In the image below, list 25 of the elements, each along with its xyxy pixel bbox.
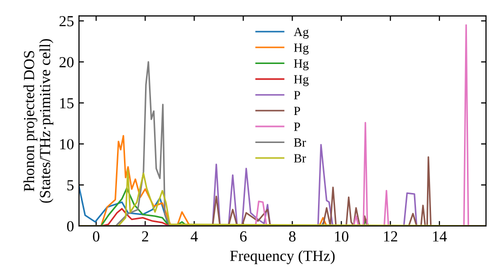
legend-label: P: [294, 106, 300, 116]
legend-label: Hg: [294, 75, 309, 86]
y-tick-label: 10: [60, 139, 74, 150]
y-tick-label: 20: [60, 57, 74, 68]
x-axis-title: Frequency (THz): [230, 250, 335, 264]
x-tick-label: 12: [384, 231, 398, 242]
legend-label: P: [294, 91, 300, 100]
y-tick-label: 5: [67, 180, 74, 190]
x-tick-label: 2: [142, 231, 148, 242]
y-axis-title: Phonon projected DOS (States/THz·primitive cell): [23, 39, 54, 203]
legend-label: Ag: [294, 28, 309, 39]
legend-label: P: [294, 122, 300, 131]
y-tick-label: 0: [67, 221, 74, 232]
x-tick-label: 10: [335, 231, 348, 242]
x-tick-label: 0: [92, 231, 100, 242]
legend-label: Br: [294, 138, 306, 147]
legend-label: Hg: [294, 59, 309, 70]
legend-label: Br: [294, 154, 306, 162]
x-tick-label: 8: [289, 231, 296, 242]
y-tick-label: 25: [60, 16, 74, 26]
x-tick-label: 4: [190, 231, 198, 242]
legend-label: Hg: [294, 44, 309, 54]
x-tick-label: 14: [433, 231, 447, 242]
x-tick-label: 6: [240, 231, 247, 242]
y-tick-label: 15: [60, 98, 74, 108]
